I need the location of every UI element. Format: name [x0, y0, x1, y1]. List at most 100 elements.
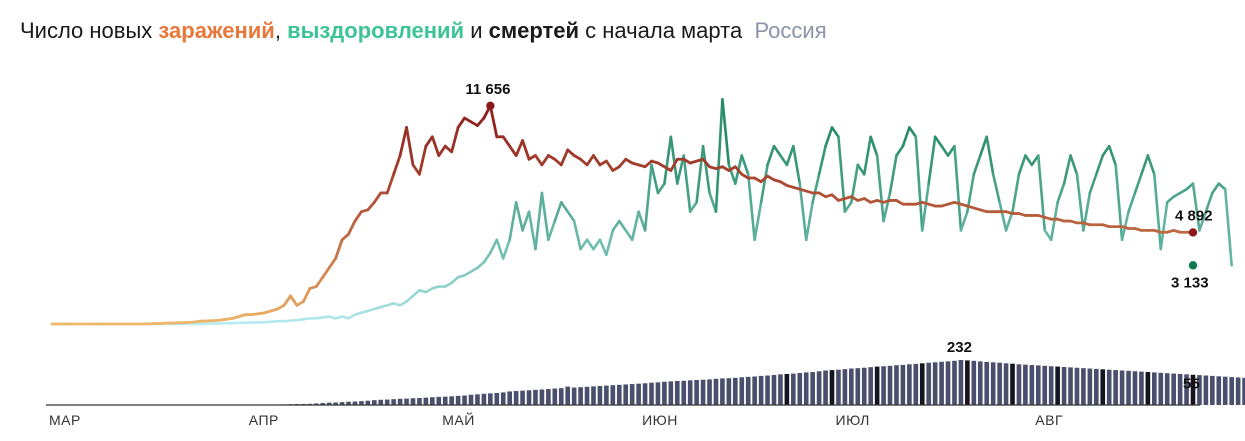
- recoveries-segment: [727, 163, 737, 185]
- deaths-bar: [1184, 374, 1189, 405]
- recoveries-segment: [1140, 154, 1150, 176]
- deaths-bar: [1048, 366, 1054, 405]
- cases-segment: [398, 126, 408, 157]
- deaths-bar: [449, 396, 454, 405]
- deaths-bar: [1106, 369, 1112, 405]
- recoveries-segment: [824, 126, 834, 148]
- cases-segment: [314, 275, 325, 288]
- cases-segment: [488, 104, 499, 139]
- deaths-bar: [494, 392, 500, 405]
- deaths-bar: [636, 383, 641, 405]
- cases-segment: [321, 266, 331, 279]
- recoveries-segment: [540, 191, 550, 242]
- cases-segment: [534, 154, 544, 167]
- recoveries-segment: [895, 144, 905, 157]
- deaths-bar: [874, 366, 880, 405]
- deaths-bar: [604, 385, 609, 405]
- recoveries-segment: [1159, 201, 1169, 251]
- cases-segment: [334, 238, 344, 260]
- cases-segment: [405, 126, 415, 167]
- cases-segment: [392, 154, 402, 176]
- cases-segment: [566, 148, 576, 157]
- deaths-bar: [507, 391, 513, 405]
- deaths-bar: [778, 374, 783, 405]
- recoveries-segment: [476, 260, 486, 270]
- deaths-bar: [1081, 368, 1086, 405]
- recoveries-segment: [766, 144, 776, 167]
- deaths-bar: [526, 390, 532, 405]
- recoveries-segment: [1223, 187, 1233, 267]
- deaths-bar: [855, 368, 861, 405]
- deaths-bar: [662, 381, 667, 405]
- recoveries-segment: [1146, 154, 1156, 176]
- deaths-bar: [990, 362, 996, 405]
- x-tick-label: ИЮЛ: [836, 412, 870, 428]
- cases-segment: [347, 219, 357, 236]
- deaths-bar: [739, 377, 745, 405]
- deaths-bar: [1171, 373, 1176, 405]
- chart-title: Число новых заражений, выздоровлений и с…: [20, 18, 827, 44]
- deaths-bar: [423, 397, 429, 405]
- deaths-bar: [1145, 372, 1151, 405]
- recoveries-segment: [1133, 172, 1143, 195]
- deaths-bar: [707, 379, 712, 405]
- deaths-bar: [958, 360, 964, 405]
- recoveries-segment: [998, 201, 1008, 232]
- deaths-bar: [1126, 370, 1131, 405]
- deaths-bar: [591, 386, 596, 405]
- deaths-bar: [745, 376, 751, 406]
- recoveries-segment: [547, 219, 557, 242]
- deaths-bar: [907, 364, 912, 405]
- deaths-bar: [320, 403, 326, 405]
- deaths-bar: [765, 375, 770, 405]
- deaths-bar: [455, 395, 461, 405]
- recoveries-segment: [450, 275, 460, 285]
- cases-segment: [282, 294, 292, 307]
- deaths-bar: [442, 396, 448, 405]
- deaths-bar: [488, 393, 493, 405]
- deaths-bar: [642, 383, 648, 405]
- deaths-bar: [1235, 377, 1241, 405]
- recoveries-segment: [701, 144, 711, 195]
- deaths-bar: [1029, 365, 1035, 405]
- recoveries-segment: [1217, 182, 1227, 191]
- deaths-bar: [900, 364, 906, 405]
- recoveries-segment: [501, 238, 511, 260]
- x-tick-label: АПР: [249, 412, 279, 428]
- deaths-bar: [397, 398, 403, 405]
- title-region: Россия: [754, 18, 827, 43]
- deaths-bar: [836, 369, 841, 405]
- title-recov-word: выздоровлений: [287, 18, 465, 43]
- recoveries-segment: [637, 210, 647, 232]
- recoveries-segment: [617, 219, 628, 232]
- deaths-bar: [571, 387, 577, 405]
- deaths-bar: [1132, 371, 1138, 405]
- deaths-bar: [326, 402, 332, 405]
- deaths-bar: [1119, 370, 1125, 405]
- cases-segment: [579, 157, 589, 167]
- deaths-bar: [649, 382, 654, 405]
- recoveries-segment: [669, 135, 679, 185]
- recoveries-segment: [920, 182, 931, 232]
- annotation-label: 3 133: [1171, 274, 1209, 291]
- deaths-bar: [1229, 377, 1234, 405]
- deaths-bar: [1210, 375, 1215, 405]
- cases-segment: [521, 139, 531, 161]
- deaths-bar: [359, 401, 364, 405]
- recoveries-line: [50, 98, 1233, 326]
- recoveries-segment: [650, 163, 660, 195]
- deaths-bar: [558, 388, 564, 406]
- recoveries-segment: [495, 238, 505, 260]
- deaths-bar: [1074, 367, 1080, 405]
- recoveries-segment: [1043, 229, 1053, 242]
- deaths-bar: [468, 394, 474, 405]
- annotation-label: 55: [1183, 375, 1200, 392]
- deaths-bar: [868, 367, 873, 405]
- deaths-bar: [829, 370, 835, 405]
- deaths-bar: [1093, 368, 1099, 405]
- deaths-bar: [552, 388, 558, 405]
- recoveries-segment: [656, 182, 666, 195]
- deaths-bar: [565, 386, 571, 405]
- deaths-bar: [713, 378, 719, 405]
- recoveries-segment: [508, 201, 518, 242]
